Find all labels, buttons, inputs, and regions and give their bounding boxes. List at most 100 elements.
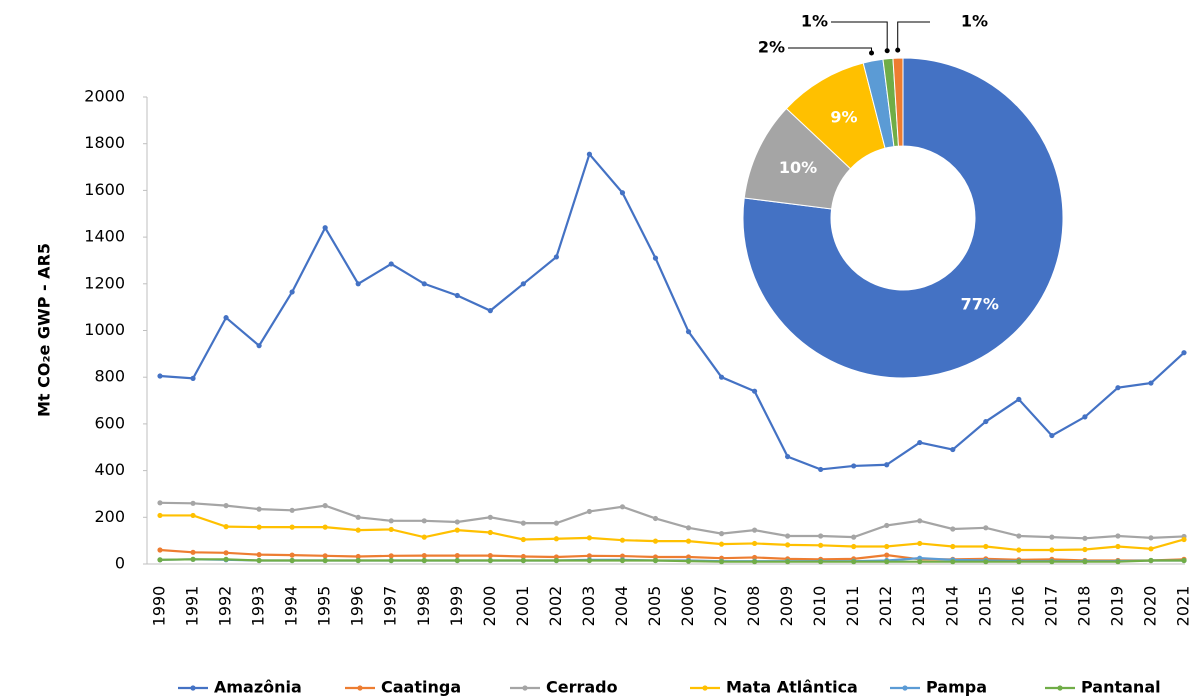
legend-label: Amazônia: [214, 678, 302, 697]
x-tick-label: 2018: [1074, 586, 1093, 627]
legend-marker: [190, 685, 196, 691]
point: [157, 373, 163, 379]
point: [586, 151, 593, 157]
point: [685, 538, 692, 544]
y-axis-label: Mt CO₂e GWP - AR5: [35, 243, 54, 417]
point: [586, 553, 593, 559]
point: [1082, 546, 1088, 553]
point: [785, 542, 791, 548]
point: [256, 343, 262, 349]
point: [190, 512, 196, 519]
x-tick-label: 1995: [315, 586, 334, 627]
legend-marker: [902, 685, 908, 691]
point: [950, 526, 956, 532]
legend-marker: [357, 685, 363, 691]
x-tick-label: 2005: [645, 586, 664, 627]
slice-label: 1%: [801, 12, 828, 31]
point: [421, 552, 427, 559]
x-tick-label: 2007: [711, 586, 730, 627]
point: [1016, 547, 1022, 553]
point: [223, 503, 229, 509]
point: [223, 315, 229, 321]
point: [851, 463, 857, 469]
point: [1181, 557, 1187, 564]
point: [685, 329, 692, 335]
x-tick-label: 2004: [612, 586, 631, 627]
point: [421, 534, 427, 540]
x-tick-label: 1991: [183, 586, 202, 627]
point: [454, 519, 460, 525]
donut-slice: [892, 57, 904, 147]
point: [785, 559, 791, 565]
point: [983, 525, 989, 531]
point: [487, 557, 493, 564]
point: [520, 553, 526, 560]
donut-slice: [742, 57, 1064, 379]
y-tick-label: 1800: [84, 133, 125, 152]
x-tick-label: 2001: [513, 586, 532, 627]
point: [1115, 385, 1121, 391]
point: [454, 557, 460, 564]
point: [289, 524, 295, 530]
x-tick-label: 2002: [546, 586, 565, 627]
callout-dot: [884, 48, 890, 54]
x-tick-label: 2015: [975, 586, 994, 627]
point: [454, 292, 460, 299]
x-tick-label: 2008: [744, 586, 763, 627]
y-tick-label: 1200: [84, 273, 125, 292]
point: [157, 547, 163, 553]
series-line: [159, 558, 1184, 563]
point: [1082, 559, 1088, 565]
point: [818, 559, 824, 565]
point: [884, 552, 890, 558]
point: [520, 557, 526, 564]
point: [322, 553, 328, 559]
point: [388, 553, 394, 559]
legend-label: Mata Atlântica: [726, 678, 858, 697]
point: [1016, 559, 1022, 565]
point: [619, 504, 626, 510]
point: [685, 558, 692, 564]
point: [487, 514, 493, 520]
x-tick-label: 1996: [348, 586, 367, 627]
legend-marker: [1057, 685, 1063, 691]
x-tick-label: 2010: [810, 586, 829, 627]
slice-label: 10%: [779, 158, 817, 177]
point: [487, 529, 493, 536]
point: [520, 536, 526, 543]
point: [1082, 535, 1088, 541]
point: [355, 281, 361, 287]
point: [619, 190, 626, 196]
y-tick-label: 1000: [84, 320, 125, 339]
point: [619, 537, 626, 543]
point: [718, 559, 725, 565]
x-tick-label: 1993: [249, 586, 268, 627]
point: [289, 552, 295, 558]
legend-label: Cerrado: [546, 678, 618, 697]
x-tick-label: 1990: [150, 586, 169, 627]
point: [652, 255, 659, 261]
point: [520, 281, 526, 287]
series-line: [159, 501, 1185, 540]
point: [421, 518, 427, 524]
point: [718, 531, 725, 537]
point: [818, 533, 824, 539]
point: [851, 534, 857, 540]
y-tick-label: 600: [94, 413, 125, 432]
point: [851, 559, 857, 565]
point: [751, 527, 758, 533]
series-line: [159, 151, 1185, 471]
point: [619, 557, 626, 564]
point: [586, 535, 593, 541]
point: [1148, 557, 1154, 564]
point: [917, 559, 923, 565]
legend-label: Pampa: [926, 678, 987, 697]
point: [454, 552, 460, 559]
x-tick-label: 1998: [414, 586, 433, 627]
point: [950, 559, 956, 565]
point: [355, 557, 361, 564]
legend-label: Caatinga: [381, 678, 461, 697]
point: [818, 466, 824, 473]
legend-marker: [702, 685, 708, 691]
